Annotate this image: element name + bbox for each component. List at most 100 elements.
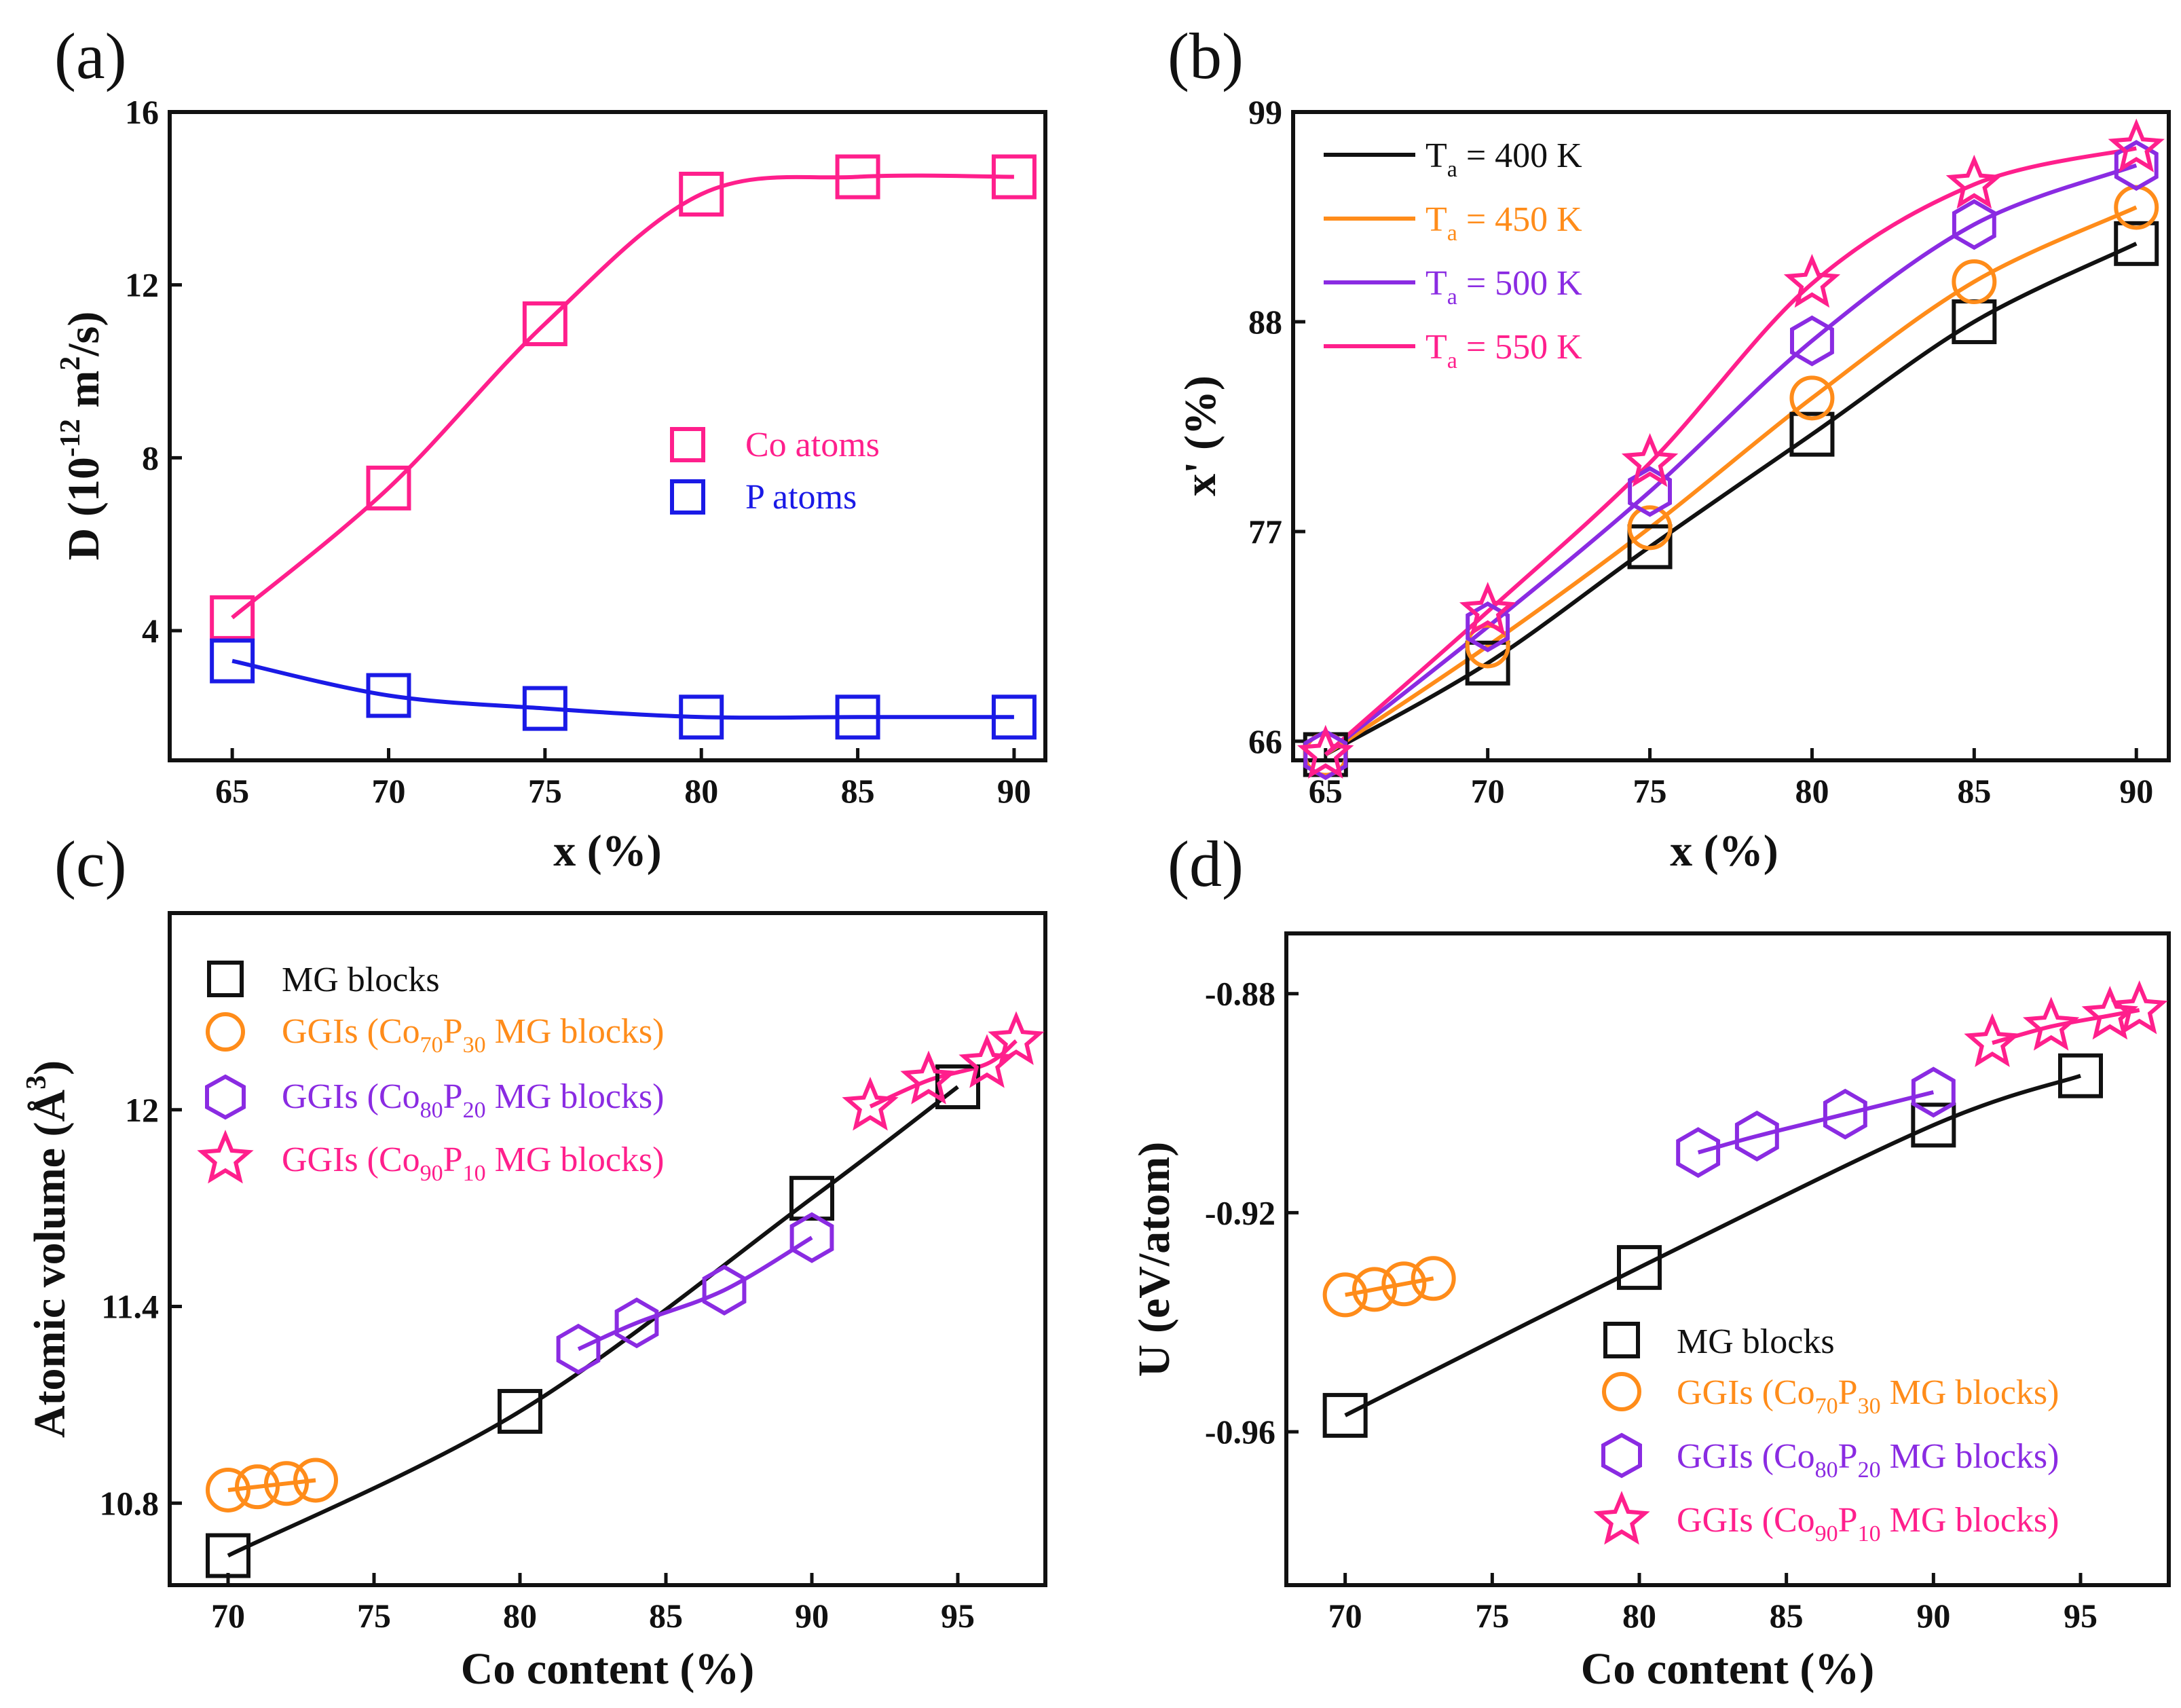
panel-d-markers — [1322, 980, 2168, 1438]
data-point-hexagon — [1790, 315, 1834, 367]
panel-b-label: (b) — [1168, 20, 1244, 92]
data-point-circle — [1381, 1261, 1427, 1307]
data-point-square — [210, 595, 255, 640]
panel-c-label: (c) — [54, 828, 127, 900]
legend-d-marker-mg — [1603, 1322, 1640, 1358]
data-point-star — [2022, 997, 2080, 1051]
data-point-square — [935, 1064, 980, 1109]
legend-d-marker-co90 — [1593, 1491, 1650, 1545]
y-tick-label: -0.96 — [1205, 1413, 1275, 1451]
legend-d-label-co70: GGIs (Co70P30 MG blocks) — [1677, 1373, 2059, 1419]
series-line — [227, 1085, 959, 1558]
x-tick-label: 80 — [1622, 1597, 1656, 1635]
panel-a-legend: Co atoms P atoms — [670, 426, 880, 517]
legend-d-label-co80: GGIs (Co80P20 MG blocks) — [1677, 1437, 2059, 1483]
data-point-square — [366, 465, 411, 510]
data-point-square — [679, 694, 724, 740]
panel-a: (a) 65 70 75 80 85 90 4 8 12 16 x (%) D (10-12 m2… — [54, 20, 1047, 876]
data-point-hexagon — [1911, 1066, 1956, 1118]
x-tick-label: 80 — [1795, 772, 1829, 810]
data-point-square — [522, 301, 567, 346]
x-tick-label: 70 — [211, 1597, 245, 1635]
data-point-square — [1627, 524, 1673, 570]
data-point-square — [1322, 1392, 1368, 1438]
data-point-star — [1945, 154, 2003, 209]
legend-a-label-p: P atoms — [745, 478, 857, 517]
data-point-star — [2081, 986, 2139, 1040]
panel-c-markers — [206, 1011, 1045, 1578]
panel-a-label: (a) — [54, 20, 127, 92]
y-tick-label: 4 — [142, 612, 159, 650]
data-point-hexagon — [1952, 199, 1996, 250]
panel-c-ylabel: Atomic volume (Å3) — [21, 1060, 75, 1438]
legend-c-marker-mg — [207, 961, 244, 997]
x-tick-label: 80 — [684, 772, 718, 810]
data-point-star — [2108, 118, 2165, 172]
data-point-hexagon — [556, 1323, 601, 1375]
legend-d-label-mg: MG blocks — [1677, 1322, 1835, 1361]
panel-d-ylabel: U (eV/atom) — [1130, 1142, 1179, 1377]
panel-b-frame — [1291, 110, 2171, 762]
data-point-circle — [1952, 259, 1997, 304]
legend-d-marker-co70 — [1602, 1372, 1641, 1411]
panel-b-markers — [1297, 118, 2165, 781]
panel-d-xlabel: Co content (%) — [1581, 1644, 1875, 1694]
data-point-square — [1617, 1245, 1662, 1291]
x-tick-label: 85 — [1957, 772, 1991, 810]
series-line — [577, 1236, 813, 1352]
data-point-square — [1911, 1102, 1956, 1148]
series-line — [1324, 146, 2137, 756]
x-tick-label: 90 — [795, 1597, 829, 1635]
data-point-square — [2114, 221, 2159, 266]
data-point-circle — [1465, 623, 1510, 669]
data-point-circle — [206, 1467, 250, 1512]
y-tick-label: 66 — [1248, 722, 1282, 760]
panel-b-curves — [1324, 146, 2138, 757]
data-point-hexagon — [1628, 466, 1672, 517]
y-tick-label: 77 — [1248, 513, 1282, 551]
panel-c-legend: MG blocks GGIs (Co70P30 MG blocks) GGIs … — [197, 961, 664, 1186]
data-point-square — [679, 171, 724, 217]
data-point-circle — [1322, 1272, 1368, 1318]
panel-d-ticks: 70 75 80 85 90 95 -0.88 -0.92 -0.96 — [1205, 975, 2098, 1635]
panel-a-curves — [231, 173, 1014, 720]
legend-d-marker-co80 — [1601, 1432, 1642, 1479]
legend-a-marker-co — [670, 427, 705, 462]
x-tick-label: 85 — [649, 1597, 683, 1635]
x-tick-label: 90 — [997, 772, 1031, 810]
legend-b-label-450: Ta = 450 K — [1425, 200, 1582, 246]
data-point-star — [2110, 980, 2168, 1035]
y-tick-label: 11.4 — [101, 1288, 159, 1326]
data-point-square — [835, 154, 880, 200]
series-line — [1344, 1073, 2081, 1417]
data-point-square — [206, 1533, 250, 1578]
data-point-hexagon — [2114, 140, 2159, 191]
series-line — [231, 173, 1014, 620]
legend-c-label-co70: GGIs (Co70P30 MG blocks) — [282, 1012, 664, 1058]
data-point-square — [835, 694, 880, 740]
data-point-square — [991, 154, 1037, 200]
panel-d-frame — [1284, 931, 2171, 1587]
x-tick-label: 85 — [841, 772, 875, 810]
legend-b-label-400: Ta = 400 K — [1425, 136, 1582, 182]
data-point-hexagon — [702, 1264, 747, 1316]
legend-b-label-500: Ta = 500 K — [1425, 264, 1582, 310]
series-line — [1324, 163, 2138, 756]
y-tick-label: 16 — [125, 93, 159, 131]
data-point-star — [1297, 724, 1354, 779]
legend-star-icon — [1593, 1491, 1650, 1545]
x-tick-label: 95 — [2064, 1597, 2098, 1635]
data-point-star — [988, 1011, 1045, 1065]
data-point-star — [1964, 1013, 2021, 1067]
y-tick-label: -0.92 — [1205, 1193, 1275, 1231]
series-line — [1697, 1090, 1935, 1155]
panel-a-ylabel: D (10-12 m2/s) — [55, 312, 109, 561]
data-point-square — [498, 1389, 542, 1434]
series-line — [1324, 242, 2138, 757]
panel-a-xlabel: x (%) — [553, 826, 661, 876]
data-point-circle — [235, 1464, 280, 1510]
series-line — [231, 658, 1014, 720]
panel-a-markers — [210, 154, 1037, 740]
y-tick-label: 99 — [1248, 93, 1282, 131]
